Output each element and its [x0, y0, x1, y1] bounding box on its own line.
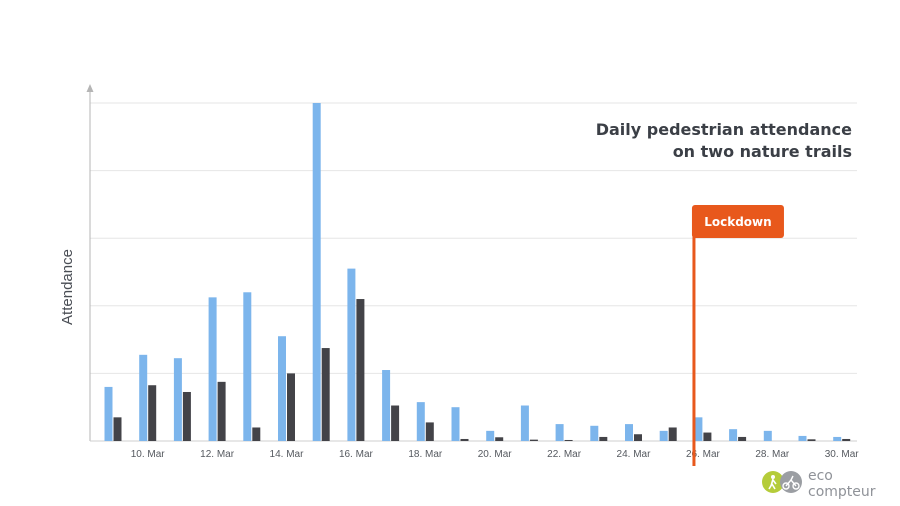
bar-trail-1	[208, 297, 217, 441]
x-tick-label: 10. Mar	[131, 449, 166, 460]
bar-trail-2	[217, 381, 226, 441]
logo-circle-green	[762, 471, 784, 493]
ecocompteur-logo: eco compteur	[762, 468, 876, 500]
bar-trail-2	[564, 439, 573, 441]
bar-trail-1	[104, 386, 113, 441]
chart-title-line-2: on two nature trails	[673, 142, 852, 161]
bar-trail-2	[148, 385, 157, 441]
bar-trail-2	[529, 439, 538, 441]
bar-trail-1	[243, 292, 252, 441]
bar-trail-2	[113, 417, 122, 441]
logo-walker-body-icon	[768, 478, 777, 490]
logo-text-compteur: compteur	[808, 484, 876, 500]
x-tick-label: 12. Mar	[200, 449, 235, 460]
bar-trail-2	[460, 438, 469, 441]
logo-walker-icon	[771, 475, 775, 479]
bar-trail-2	[356, 299, 365, 441]
y-axis-label: Attendance	[59, 249, 76, 325]
bar-trail-2	[599, 436, 608, 441]
bar-trail-1	[486, 430, 495, 441]
bars	[104, 103, 851, 441]
x-tick-label: 18. Mar	[408, 449, 443, 460]
bar-trail-1	[347, 268, 356, 441]
bar-trail-1	[416, 402, 425, 441]
logo-text-eco: eco	[808, 468, 833, 484]
bar-trail-2	[252, 427, 261, 441]
gridlines	[90, 102, 857, 374]
bar-trail-1	[382, 370, 391, 441]
lockdown-label-box	[691, 205, 784, 238]
bar-trail-1	[173, 358, 182, 441]
x-tick-label: 14. Mar	[270, 449, 305, 460]
x-tick-labels: 10. Mar 12. Mar 14. Mar 16. Mar 18. Mar 20. M…	[131, 449, 860, 460]
bar-trail-1	[763, 430, 772, 441]
bar-trail-2	[668, 427, 677, 441]
bar-trail-1	[278, 336, 286, 441]
bar-trail-2	[634, 434, 642, 441]
bar-trail-1	[590, 425, 599, 441]
logo-cyclist-wheel2-icon	[792, 482, 800, 490]
bar-trail-2	[703, 432, 712, 441]
x-tick-label: 26. Mar	[686, 449, 721, 460]
bar-trail-1	[694, 417, 703, 441]
bar-trail-1	[312, 103, 321, 441]
y-axis-arrow-icon	[86, 84, 94, 92]
x-tick-label: 28. Mar	[755, 449, 790, 460]
logo-cyclist-wheel-icon	[782, 482, 790, 490]
bar-trail-2	[287, 373, 295, 441]
x-tick-label: 30. Mar	[825, 449, 860, 460]
bar-trail-1	[729, 429, 738, 441]
bar-trail-2	[842, 438, 851, 441]
bar-trail-1	[451, 407, 460, 441]
x-tick-label: 20. Mar	[478, 449, 513, 460]
logo-cyclist-body-icon	[785, 475, 797, 487]
lockdown-label: Lockdown	[704, 215, 771, 229]
x-tick-label: 16. Mar	[339, 449, 374, 460]
x-tick-label: 24. Mar	[617, 449, 652, 460]
bar-trail-1	[555, 424, 564, 441]
bar-trail-2	[738, 436, 747, 441]
bar-trail-2	[182, 391, 191, 441]
bar-trail-1	[139, 354, 148, 441]
bar-trail-2	[495, 437, 504, 441]
lockdown-annotation: Lockdown	[691, 205, 784, 466]
logo-circle-grey	[780, 471, 802, 493]
bar-trail-1	[625, 424, 633, 441]
bar-trail-2	[807, 439, 816, 441]
bar-trail-2	[425, 422, 434, 441]
chart-title-line-1: Daily pedestrian attendance	[596, 120, 852, 139]
bar-trail-1	[798, 435, 807, 441]
bar-trail-2	[321, 348, 330, 441]
bar-trail-1	[833, 436, 842, 441]
bar-trail-1	[659, 430, 668, 441]
x-tick-label: 22. Mar	[547, 449, 582, 460]
bar-trail-1	[520, 405, 529, 441]
bar-trail-2	[391, 405, 400, 441]
